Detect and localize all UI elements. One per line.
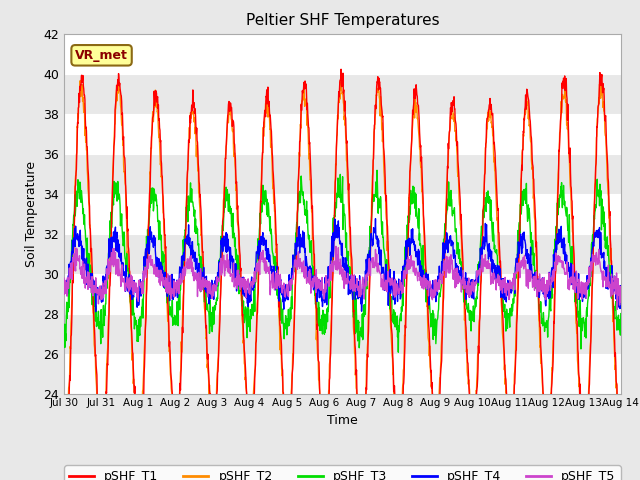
Bar [64,193,621,234]
Bar [64,154,621,193]
Legend: pSHF_T1, pSHF_T2, pSHF_T3, pSHF_T4, pSHF_T5: pSHF_T1, pSHF_T2, pSHF_T3, pSHF_T4, pSHF… [64,465,621,480]
Bar [64,34,621,73]
X-axis label: Time: Time [327,414,358,427]
Bar [64,274,621,313]
Text: VR_met: VR_met [75,49,128,62]
Bar [64,313,621,354]
Y-axis label: Soil Temperature: Soil Temperature [25,161,38,266]
Title: Peltier SHF Temperatures: Peltier SHF Temperatures [246,13,439,28]
Bar [64,114,621,154]
Bar [64,73,621,114]
Bar [64,234,621,274]
Bar [64,354,621,394]
